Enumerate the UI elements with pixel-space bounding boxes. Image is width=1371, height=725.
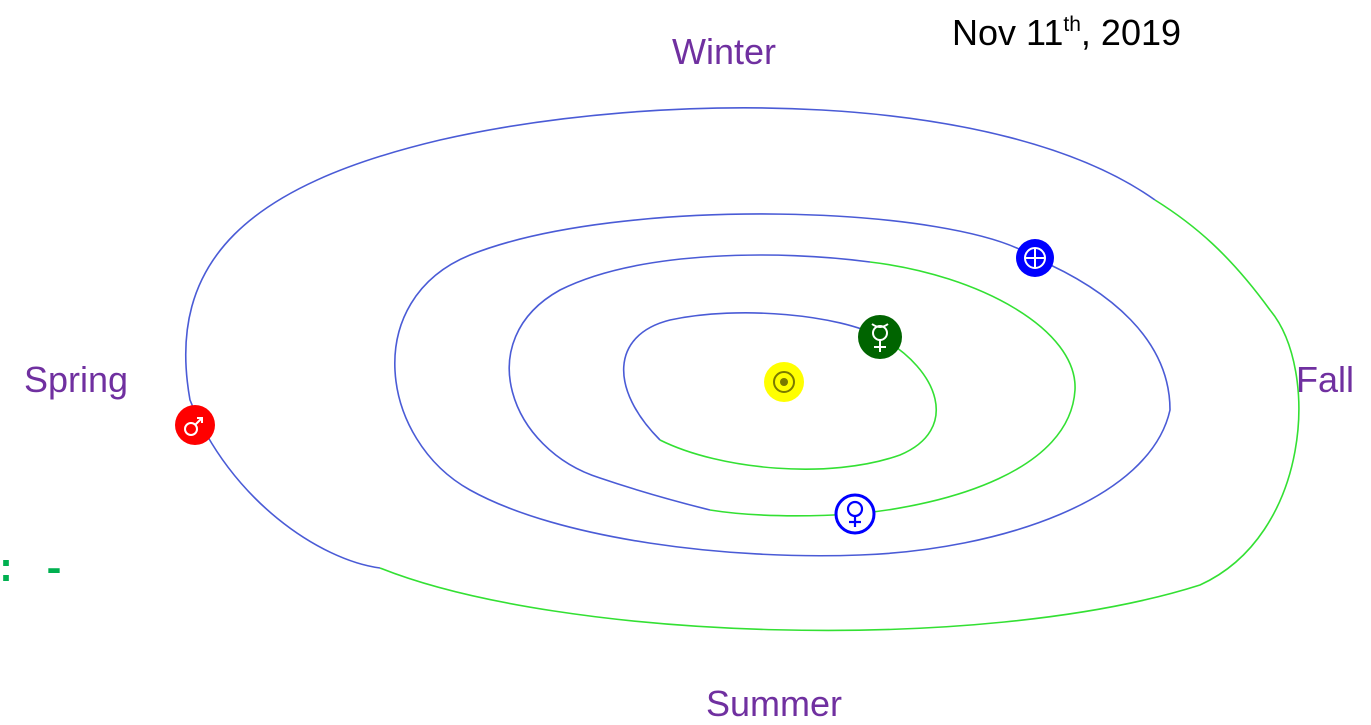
season-label-summer: Summer	[706, 683, 843, 724]
mars-orbit-green	[379, 199, 1300, 632]
mercury-orbit-blue	[622, 312, 881, 441]
mercury-orbit-green	[659, 336, 937, 470]
sun-symbol-icon	[764, 362, 804, 402]
edge-mark-text: : -	[0, 549, 67, 594]
earth-orbit-blue	[394, 213, 1171, 557]
venus-symbol-icon	[834, 493, 876, 535]
date-label: Nov 11th, 2019	[952, 14, 1181, 51]
venus-orbit-green	[709, 261, 1076, 517]
earth-symbol-icon	[1016, 239, 1054, 277]
season-label-fall: Fall	[1296, 359, 1355, 400]
venus-orbit-blue	[508, 254, 871, 511]
mars-symbol-icon	[175, 405, 215, 445]
season-label-winter: Winter	[672, 31, 777, 72]
date-prefix: Nov 11	[952, 12, 1064, 53]
season-label-spring: Spring	[24, 359, 129, 400]
mercury-symbol-icon	[858, 315, 902, 359]
mars-orbit-blue	[185, 107, 1156, 569]
date-ordinal: th	[1063, 13, 1081, 36]
date-suffix: , 2019	[1080, 12, 1182, 53]
